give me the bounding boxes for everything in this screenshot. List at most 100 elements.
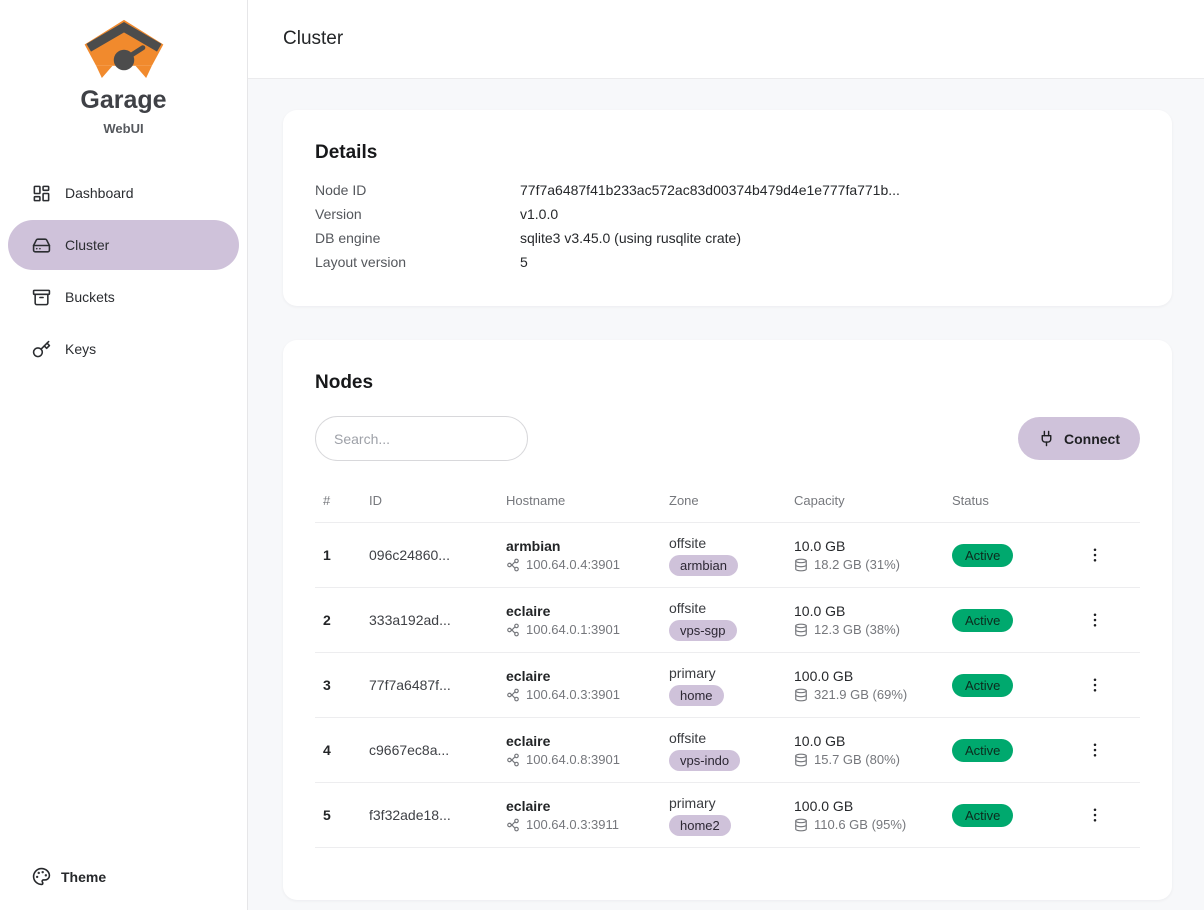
- table-row: 1 096c24860... armbian 100.64.0.4:3901 o…: [315, 523, 1140, 588]
- row-menu-button[interactable]: [1078, 538, 1112, 572]
- node-used: 321.9 GB (69%): [814, 687, 908, 702]
- content: Details Node ID 77f7a6487f41b233ac572ac8…: [248, 79, 1204, 910]
- node-capacity-cell: 100.0 GB 110.6 GB (95%): [786, 798, 944, 832]
- database-icon: [794, 688, 808, 702]
- table-header-row: # ID Hostname Zone Capacity Status: [315, 491, 1140, 523]
- node-capacity-cell: 10.0 GB 18.2 GB (31%): [786, 538, 944, 572]
- topbar: Cluster: [248, 0, 1204, 79]
- details-card: Details Node ID 77f7a6487f41b233ac572ac8…: [283, 110, 1172, 306]
- zone-tag-badge: home2: [669, 814, 731, 836]
- node-used: 12.3 GB (38%): [814, 622, 900, 637]
- connect-label: Connect: [1064, 430, 1120, 447]
- share-icon: [506, 818, 520, 832]
- node-hostname: eclaire: [506, 733, 551, 749]
- status-badge: Active: [952, 803, 1014, 827]
- row-menu-button[interactable]: [1078, 603, 1112, 637]
- detail-value: 77f7a6487f41b233ac572ac83d00374b479d4e1e…: [520, 182, 900, 198]
- node-address: 100.64.0.8:3901: [526, 752, 620, 767]
- node-index: 1: [323, 547, 331, 563]
- node-capacity: 10.0 GB: [794, 733, 846, 749]
- sidebar-item-dashboard[interactable]: Dashboard: [8, 168, 239, 218]
- node-id: 333a192ad...: [369, 612, 451, 628]
- detail-value: sqlite3 v3.45.0 (using rusqlite crate): [520, 230, 741, 246]
- detail-value: 5: [520, 254, 528, 270]
- brand: Garage WebUI: [8, 18, 239, 136]
- node-zone: offsite: [669, 599, 707, 616]
- database-icon: [794, 558, 808, 572]
- node-id: f3f32ade18...: [369, 807, 451, 823]
- node-id: 77f7a6487f...: [369, 677, 451, 693]
- node-hostname-cell: eclaire 100.64.0.3:3911: [498, 798, 661, 832]
- theme-button[interactable]: Theme: [8, 857, 239, 896]
- node-index: 3: [323, 677, 331, 693]
- row-menu-button[interactable]: [1078, 733, 1112, 767]
- node-zone-cell: primary home2: [661, 795, 786, 836]
- detail-label: DB engine: [315, 230, 381, 246]
- node-address: 100.64.0.3:3911: [526, 817, 620, 832]
- database-icon: [794, 753, 808, 767]
- sidebar-item-label: Cluster: [65, 237, 110, 253]
- status-badge: Active: [952, 738, 1014, 762]
- page-title: Cluster: [283, 28, 344, 49]
- sidebar-item-label: Dashboard: [65, 185, 134, 201]
- detail-label: Version: [315, 206, 362, 222]
- row-menu-button[interactable]: [1078, 798, 1112, 832]
- sidebar-item-buckets[interactable]: Buckets: [8, 272, 239, 322]
- sidebar-spacer: [8, 374, 239, 857]
- node-capacity: 100.0 GB: [794, 668, 854, 684]
- table-row: 5 f3f32ade18... eclaire 100.64.0.3:3911 …: [315, 783, 1140, 848]
- node-hostname: eclaire: [506, 798, 551, 814]
- node-hostname-cell: eclaire 100.64.0.1:3901: [498, 603, 661, 637]
- node-id: c9667ec8a...: [369, 742, 450, 758]
- node-used: 110.6 GB (95%): [814, 817, 907, 832]
- sidebar-item-keys[interactable]: Keys: [8, 324, 239, 374]
- column-header-zone: Zone: [669, 493, 699, 508]
- node-capacity: 10.0 GB: [794, 538, 846, 554]
- column-header-status: Status: [952, 493, 989, 508]
- node-zone-cell: offsite vps-indo: [661, 730, 786, 771]
- column-header-index: #: [323, 493, 331, 508]
- share-icon: [506, 688, 520, 702]
- node-capacity-cell: 10.0 GB 12.3 GB (38%): [786, 603, 944, 637]
- sidebar-nav: Dashboard Cluster Buckets Keys: [8, 168, 239, 374]
- node-id: 096c24860...: [369, 547, 450, 563]
- nodes-card: Nodes Connect # ID Hostname Zone Capacit…: [283, 340, 1172, 900]
- status-badge: Active: [952, 543, 1014, 567]
- details-rows: Node ID 77f7a6487f41b233ac572ac83d00374b…: [315, 178, 1140, 274]
- dashboard-icon: [32, 184, 51, 203]
- detail-row: Layout version 5: [315, 250, 1140, 274]
- node-zone-cell: offsite vps-sgp: [661, 600, 786, 641]
- sidebar: Garage WebUI Dashboard Cluster Buckets: [0, 0, 248, 910]
- key-icon: [32, 340, 51, 359]
- details-title: Details: [315, 142, 378, 163]
- detail-value: v1.0.0: [520, 206, 559, 222]
- hard-drive-icon: [32, 236, 51, 255]
- detail-label: Layout version: [315, 254, 407, 270]
- nodes-table: # ID Hostname Zone Capacity Status 1 096…: [315, 491, 1140, 848]
- main-area: Cluster Details Node ID 77f7a6487f41b233…: [248, 0, 1204, 910]
- sidebar-item-cluster[interactable]: Cluster: [8, 220, 239, 270]
- row-menu-button[interactable]: [1078, 668, 1112, 702]
- node-zone: offsite: [669, 729, 707, 746]
- node-zone: offsite: [669, 534, 707, 551]
- share-icon: [506, 623, 520, 637]
- node-address: 100.64.0.3:3901: [526, 687, 620, 702]
- node-capacity-cell: 10.0 GB 15.7 GB (80%): [786, 733, 944, 767]
- connect-button[interactable]: Connect: [1018, 417, 1140, 460]
- node-address: 100.64.0.4:3901: [526, 557, 620, 572]
- detail-row: Node ID 77f7a6487f41b233ac572ac83d00374b…: [315, 178, 1140, 202]
- node-zone: primary: [669, 664, 716, 681]
- status-badge: Active: [952, 673, 1014, 697]
- node-zone-cell: offsite armbian: [661, 535, 786, 576]
- column-header-capacity: Capacity: [794, 493, 845, 508]
- search-input[interactable]: [315, 416, 528, 461]
- node-index: 4: [323, 742, 331, 758]
- brand-subtitle: WebUI: [103, 121, 144, 136]
- node-capacity-cell: 100.0 GB 321.9 GB (69%): [786, 668, 944, 702]
- kebab-icon: [1093, 548, 1097, 562]
- column-header-id: ID: [369, 493, 382, 508]
- node-used: 18.2 GB (31%): [814, 557, 900, 572]
- node-zone-cell: primary home: [661, 665, 786, 706]
- sidebar-item-label: Keys: [65, 341, 97, 357]
- archive-icon: [32, 288, 51, 307]
